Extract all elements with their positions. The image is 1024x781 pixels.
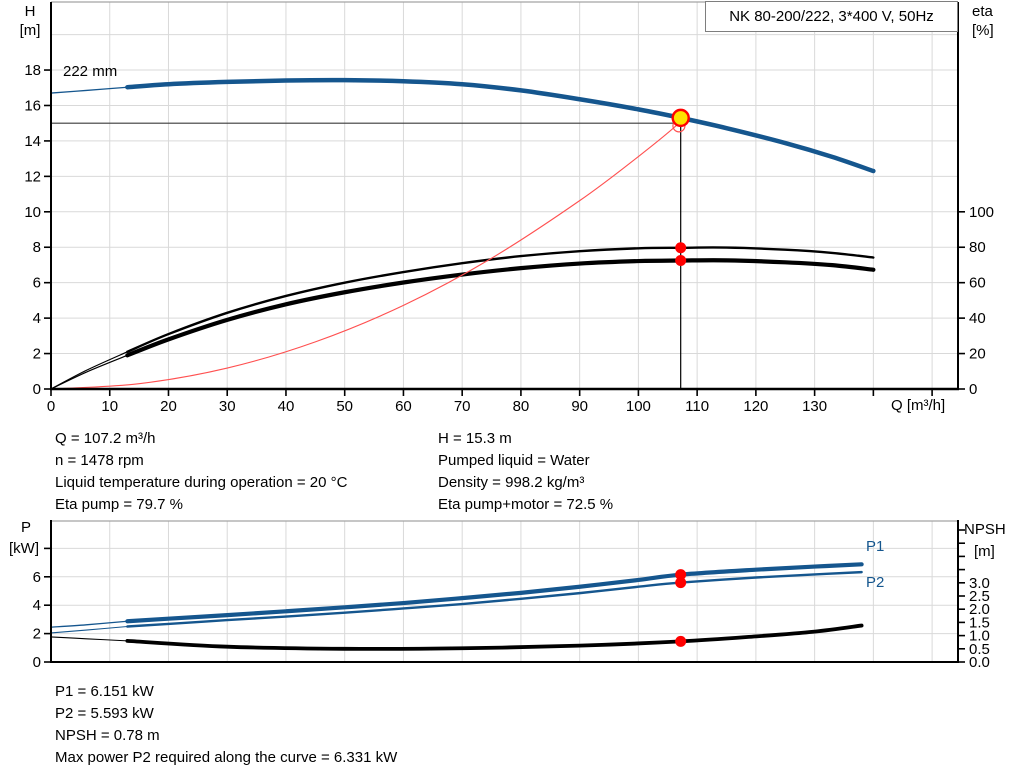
eta-pump-point <box>675 242 687 254</box>
q-tick-label: 130 <box>802 398 827 415</box>
npsh-tick-label: 2.0 <box>969 601 990 618</box>
top-chart-axes <box>44 2 965 396</box>
p2-curve <box>126 570 863 628</box>
p2-curve-label: P2 <box>866 574 885 591</box>
npsh-tick-label: 1.0 <box>969 628 990 645</box>
npsh-curve <box>125 623 864 651</box>
eta-tick-label: 80 <box>969 239 986 256</box>
impeller-size-label: 222 mm <box>63 63 118 80</box>
h-axis-unit: [m] <box>19 22 41 39</box>
q-tick-label: 90 <box>571 398 588 415</box>
bottom-chart-axes <box>44 520 965 663</box>
q-tick-label: 30 <box>219 398 236 415</box>
h-tick-label: 6 <box>33 275 41 292</box>
p-tick-label: 6 <box>33 569 41 586</box>
info-pumped-liquid: Pumped liquid = Water <box>438 452 590 469</box>
info-npsh: NPSH = 0.78 m <box>55 727 160 744</box>
npsh-axis-unit: [m] <box>974 543 995 560</box>
bottom-chart-grid <box>51 521 958 662</box>
eta-tick-label: 100 <box>969 204 994 221</box>
eta-tick-label: 40 <box>969 310 986 327</box>
npsh-tick-label: 2.5 <box>969 588 990 605</box>
bottom-chart: 0 2 4 6 0.00.51.01.52.02.53.0 <box>33 520 990 671</box>
info-speed: n = 1478 rpm <box>55 452 144 469</box>
p-tick-label: 4 <box>33 597 41 614</box>
npsh-tick-label: 0.5 <box>969 641 990 658</box>
q-tick-label: 50 <box>336 398 353 415</box>
info-density: Density = 998.2 kg/m³ <box>438 474 585 491</box>
info-eta-pump-motor: Eta pump+motor = 72.5 % <box>438 496 614 513</box>
h-axis-label: H <box>24 3 36 20</box>
eta-axis-unit: [%] <box>972 22 994 39</box>
h-tick-label: 10 <box>24 204 41 221</box>
p1-curve-label: P1 <box>866 538 885 555</box>
pump-curve-222mm <box>125 77 876 174</box>
p-axis-unit: [kW] <box>9 540 39 557</box>
q-tick-label: 20 <box>160 398 177 415</box>
p1-curve-thin <box>50 620 129 628</box>
h-tick-label: 8 <box>33 239 41 256</box>
npsh-axis-label: NPSH <box>964 521 1006 538</box>
info-p2: P2 = 5.593 kW <box>55 705 154 722</box>
q-axis-label: Q [m³/h] <box>891 397 946 414</box>
eta-tick-label: 60 <box>969 275 986 292</box>
q-tick-label: 0 <box>47 398 55 415</box>
q-tick-label: 100 <box>626 398 651 415</box>
p2-curve-thin <box>50 625 128 634</box>
eta-pump-motor-curve <box>125 258 876 358</box>
operating-point-info-right: H = 15.3 m Pumped liquid = Water Density… <box>438 428 613 516</box>
h-tick-label: 4 <box>33 310 41 327</box>
q-tick-label: 120 <box>743 398 768 415</box>
pump-title-box: NK 80-200/222, 3*400 V, 50Hz <box>705 1 958 32</box>
npsh-tick-label: 0.0 <box>969 654 990 671</box>
system-curve <box>50 117 684 390</box>
q-tick-label: 60 <box>395 398 412 415</box>
info-head: H = 15.3 m <box>438 430 512 447</box>
eta-axis-label: eta <box>972 3 993 20</box>
q-tick-label: 80 <box>513 398 530 415</box>
npsh-curve-thin <box>50 636 128 642</box>
p-tick-label: 2 <box>33 626 41 643</box>
eta-pump-curve <box>126 246 875 353</box>
h-tick-label: 0 <box>33 381 41 398</box>
h-tick-label: 18 <box>24 62 41 79</box>
top-chart-grid <box>51 2 958 389</box>
info-eta-pump: Eta pump = 79.7 % <box>55 496 183 513</box>
eta-tick-label: 0 <box>969 381 977 398</box>
q-tick-label: 70 <box>454 398 471 415</box>
operating-point-info-left: Q = 107.2 m³/h n = 1478 rpm Liquid tempe… <box>55 428 347 516</box>
h-tick-label: 16 <box>24 97 41 114</box>
info-flow: Q = 107.2 m³/h <box>55 430 156 447</box>
h-tick-label: 2 <box>33 346 41 363</box>
info-p1: P1 = 6.151 kW <box>55 683 154 700</box>
pump-curve-thin <box>50 86 129 94</box>
q-tick-label: 40 <box>278 398 295 415</box>
q-tick-label: 10 <box>101 398 118 415</box>
eta-pump-motor-thin <box>50 354 128 390</box>
info-max-power: Max power P2 required along the curve = … <box>55 749 398 766</box>
p2-point <box>675 577 687 589</box>
power-npsh-info: P1 = 6.151 kW P2 = 5.593 kW NPSH = 0.78 … <box>55 681 397 769</box>
eta-tick-label: 20 <box>969 346 986 363</box>
top-chart: 0 10 20 30 40 50 60 70 80 90 100 110 120 130024681012… <box>24 1 994 415</box>
h-tick-label: 12 <box>24 168 41 185</box>
p-axis-label: P <box>20 519 31 536</box>
q-tick-label: 110 <box>685 398 709 415</box>
eta-pump-motor-point <box>675 255 687 267</box>
duty-point <box>671 108 690 128</box>
npsh-point <box>675 635 687 647</box>
info-liquid-temp: Liquid temperature during operation = 20… <box>55 474 348 491</box>
h-tick-label: 14 <box>24 133 41 150</box>
p1-point <box>675 569 687 581</box>
p1-curve <box>125 562 864 624</box>
npsh-tick-label: 3.0 <box>969 575 990 592</box>
npsh-tick-label: 1.5 <box>969 614 990 631</box>
p-tick-label: 0 <box>33 654 41 671</box>
